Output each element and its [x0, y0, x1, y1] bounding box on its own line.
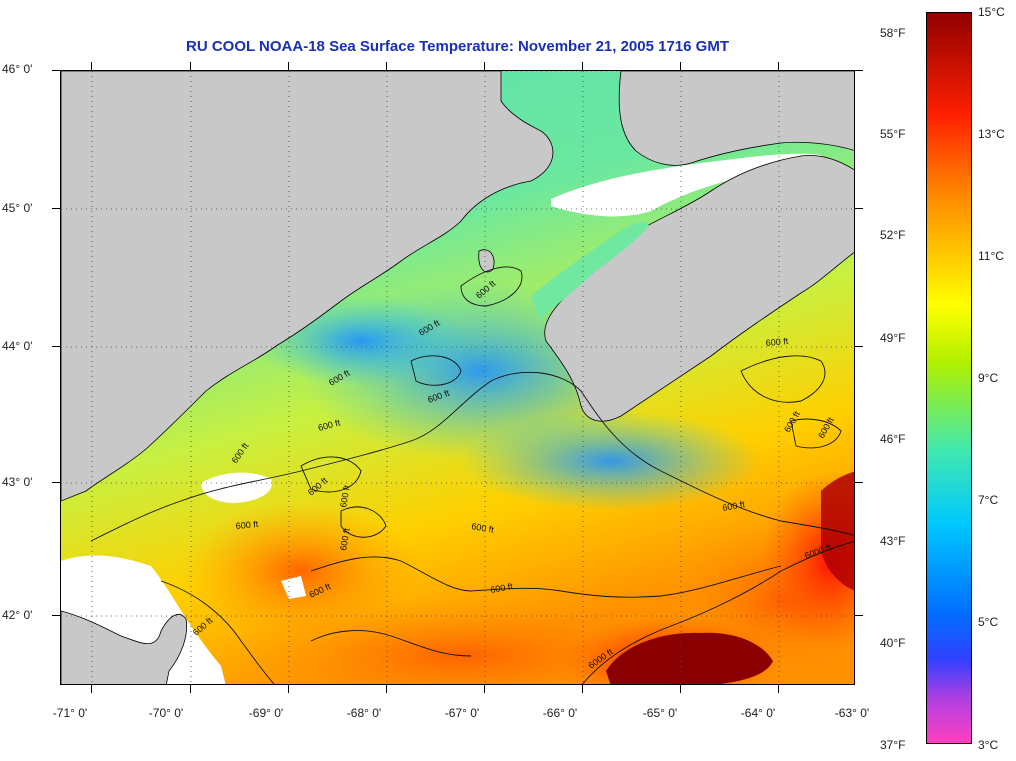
contour-600ft	[300, 456, 362, 493]
map-title: RU COOL NOAA-18 Sea Surface Temperature:…	[186, 38, 729, 55]
colorbar-fahrenheit-label: 49°F	[880, 331, 906, 345]
colorbar-celsius-label: 7°C	[978, 493, 999, 507]
bay-of-fundy	[531, 221, 649, 319]
contour-label-extra: 600 ft	[722, 499, 746, 513]
lon-label: -67° 0'	[444, 706, 480, 720]
contour-label-extra: 600 ft	[765, 336, 789, 348]
lat-label: 45° 0'	[2, 201, 33, 215]
lat-label: 44° 0'	[2, 339, 33, 353]
land-maine-new-brunswick	[61, 71, 554, 502]
colorbar-celsius-label: 13°C	[978, 127, 1005, 141]
colorbar-fahrenheit-label: 58°F	[880, 26, 906, 40]
colorbar-celsius-label: 11°C	[978, 249, 1004, 263]
contour-600ft	[460, 266, 523, 307]
temperature-color-scale	[926, 12, 972, 744]
cloud-area	[201, 472, 272, 503]
contour-600ft	[410, 355, 462, 386]
contour-600ft	[310, 556, 782, 598]
colorbar-celsius-label: 15°C	[978, 5, 1005, 19]
lon-label: -68° 0'	[346, 706, 382, 720]
lon-label: -64° 0'	[740, 706, 776, 720]
colorbar-celsius-label: 9°C	[978, 371, 999, 385]
colorbar-fahrenheit-label: 37°F	[880, 738, 906, 752]
warmest-patch	[606, 632, 773, 684]
contour-label: 600 ft	[338, 484, 352, 508]
lon-label: -71° 0'	[52, 706, 88, 720]
land-north-shore	[618, 71, 854, 166]
warmest-patch	[821, 471, 854, 591]
contour-600ft	[310, 630, 472, 657]
lon-label: -69° 0'	[248, 706, 284, 720]
colorbar-celsius-label: 5°C	[978, 615, 999, 629]
lon-label: -63° 0'	[834, 706, 870, 720]
colorbar-fahrenheit-label: 46°F	[880, 432, 906, 446]
contour-6000ft	[582, 541, 854, 684]
contour-600ft	[160, 580, 275, 684]
contour-label: 600 ft	[490, 581, 514, 595]
colorbar-celsius-label: 3°C	[978, 738, 999, 752]
lat-label: 42° 0'	[2, 608, 33, 622]
contour-600ft	[90, 371, 854, 542]
colorbar-fahrenheit-label: 55°F	[880, 127, 906, 141]
sea-surface-temperature-map: 600 ft 600 ft 600 ft 600 ft 600 ft 600 f…	[60, 70, 855, 685]
lon-label: -70° 0'	[148, 706, 184, 720]
colorbar-fahrenheit-label: 52°F	[880, 228, 906, 242]
cold-patch	[461, 411, 761, 511]
land-cape-cod	[61, 610, 188, 684]
colorbar-fahrenheit-label: 43°F	[880, 534, 906, 548]
contour-label: 600 ft	[338, 527, 352, 551]
lon-label: -66° 0'	[542, 706, 578, 720]
land-nova-scotia	[544, 154, 854, 422]
lat-label: 46° 0'	[2, 62, 33, 76]
contour-600ft	[340, 506, 387, 538]
contour-label: 600 ft	[471, 521, 495, 535]
lon-label: -65° 0'	[642, 706, 678, 720]
contour-600ft	[790, 418, 842, 449]
lat-label: 43° 0'	[2, 475, 33, 489]
land-masses	[61, 71, 854, 684]
contour-600ft	[740, 355, 826, 403]
colorbar-fahrenheit-label: 40°F	[880, 636, 906, 650]
contour-label: 600 ft	[235, 519, 259, 531]
cloud-area	[281, 576, 306, 599]
depth-contours	[90, 266, 854, 684]
